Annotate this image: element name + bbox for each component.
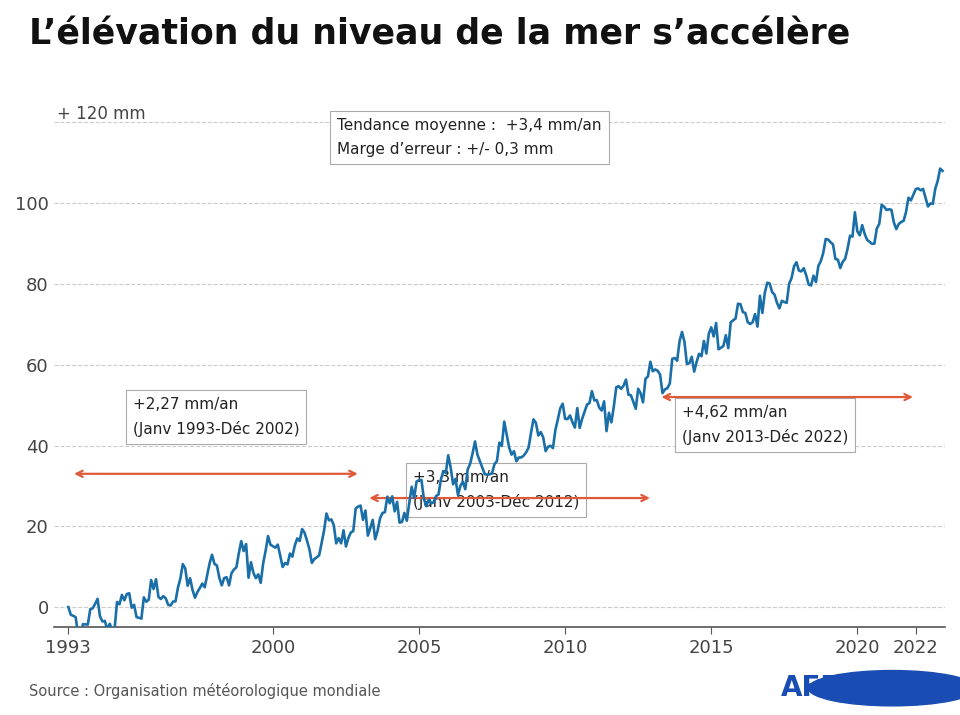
Circle shape <box>808 671 960 706</box>
Text: Tendance moyenne :  +3,4 mm/an
Marge d’erreur : +/- 0,3 mm: Tendance moyenne : +3,4 mm/an Marge d’er… <box>337 119 602 157</box>
Text: +4,62 mm/an
(Janv 2013-Déc 2022): +4,62 mm/an (Janv 2013-Déc 2022) <box>682 405 849 445</box>
Text: L’élévation du niveau de la mer s’accélère: L’élévation du niveau de la mer s’accélè… <box>29 18 850 52</box>
Text: +2,27 mm/an
(Janv 1993-Déc 2002): +2,27 mm/an (Janv 1993-Déc 2002) <box>132 397 300 437</box>
Text: + 120 mm: + 120 mm <box>57 105 145 123</box>
Text: Source : Organisation météorologique mondiale: Source : Organisation météorologique mon… <box>29 684 380 699</box>
Text: +3,3 mm/an
(Janv 2003-Déc 2012): +3,3 mm/an (Janv 2003-Déc 2012) <box>413 470 580 510</box>
Text: AFP: AFP <box>780 674 841 702</box>
